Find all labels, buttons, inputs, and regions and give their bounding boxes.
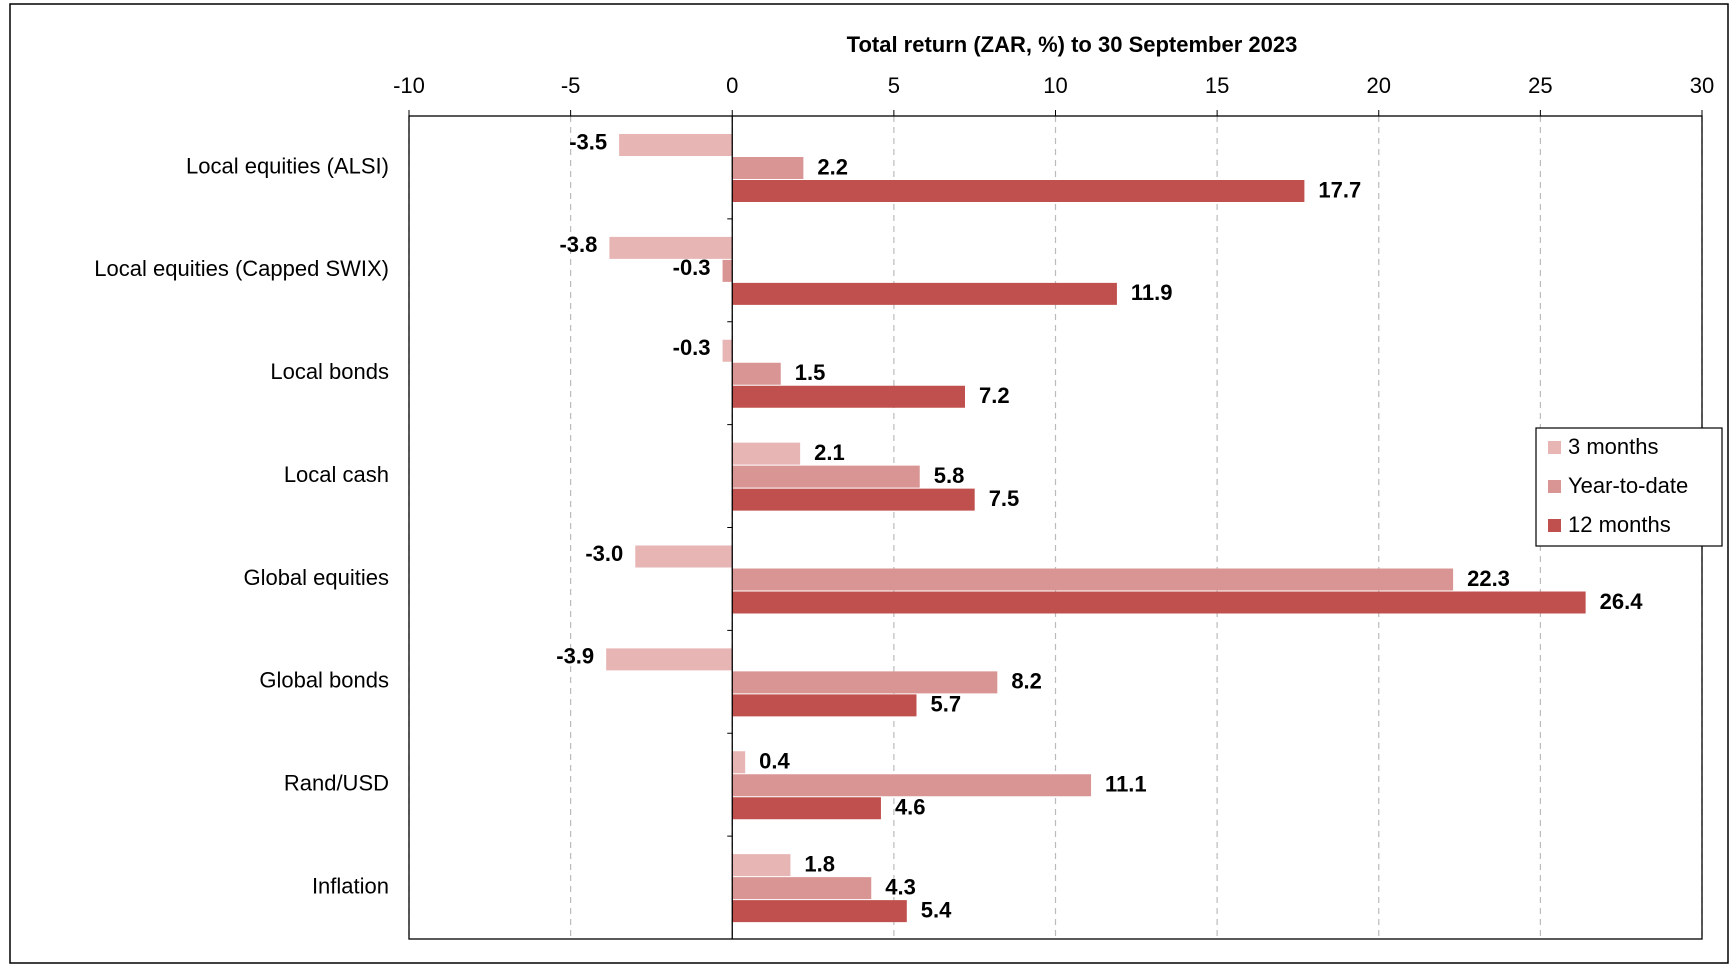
x-tick-label: -10: [393, 73, 425, 98]
bar: [732, 465, 920, 488]
bar: [732, 877, 872, 900]
legend-swatch: [1548, 480, 1561, 493]
legend-label: 3 months: [1568, 434, 1659, 459]
data-label: 1.5: [795, 360, 826, 385]
y-tick-label: Rand/USD: [284, 771, 389, 796]
bar: [722, 339, 733, 362]
legend-label: Year-to-date: [1568, 473, 1688, 498]
x-tick-label: 10: [1043, 73, 1067, 98]
bar: [732, 157, 804, 179]
bar: [732, 362, 781, 385]
x-tick-label: 0: [726, 73, 738, 98]
data-label: 17.7: [1318, 177, 1361, 202]
data-label: -0.3: [673, 255, 711, 280]
y-tick-label: Global equities: [243, 565, 389, 590]
legend-swatch: [1548, 441, 1561, 454]
bar: [732, 385, 965, 408]
bar: [732, 671, 998, 694]
data-label: 8.2: [1011, 669, 1042, 694]
y-tick-label: Local equities (Capped SWIX): [94, 256, 389, 281]
bar: [732, 591, 1586, 614]
bar: [732, 774, 1092, 797]
data-label: 0.4: [759, 749, 790, 774]
bar: [609, 236, 733, 259]
x-tick-label: 25: [1528, 73, 1552, 98]
x-tick-label: 20: [1367, 73, 1391, 98]
bar: [732, 442, 801, 465]
chart-title: Total return (ZAR, %) to 30 September 20…: [847, 32, 1298, 57]
data-label: 5.8: [934, 463, 965, 488]
data-label: 22.3: [1467, 566, 1510, 591]
data-label: 26.4: [1600, 589, 1644, 614]
data-label: -3.5: [569, 129, 607, 154]
bar: [732, 488, 975, 511]
y-tick-label: Local equities (ALSI): [186, 153, 389, 178]
data-label: 4.6: [895, 795, 926, 820]
data-label: 2.2: [817, 154, 848, 179]
bar: [732, 854, 791, 877]
bar: [732, 694, 917, 717]
data-label: 11.9: [1131, 280, 1173, 305]
y-tick-label: Inflation: [312, 873, 389, 898]
bar: [732, 751, 746, 774]
x-tick-label: 15: [1205, 73, 1229, 98]
bar: [732, 900, 907, 923]
y-tick-label: Local bonds: [270, 359, 389, 384]
bar: [619, 134, 733, 156]
legend-label: 12 months: [1568, 512, 1671, 537]
data-label: 7.5: [989, 486, 1020, 511]
bar: [732, 797, 881, 820]
x-tick-label: 30: [1690, 73, 1714, 98]
bar: [635, 545, 733, 568]
data-label: -0.3: [673, 335, 711, 360]
data-label: 11.1: [1105, 772, 1147, 797]
legend-swatch: [1548, 519, 1561, 532]
bar: [732, 568, 1454, 591]
x-tick-label: 5: [888, 73, 900, 98]
data-label: -3.9: [556, 644, 594, 669]
data-label: -3.8: [559, 232, 597, 257]
x-tick-label: -5: [561, 73, 581, 98]
bar: [606, 648, 733, 671]
data-label: 1.8: [804, 851, 835, 876]
bar: [722, 259, 733, 282]
data-label: 2.1: [814, 440, 845, 465]
data-label: 5.4: [921, 897, 952, 922]
y-tick-label: Global bonds: [259, 668, 389, 693]
data-label: 7.2: [979, 383, 1010, 408]
data-label: -3.0: [585, 541, 623, 566]
data-label: 5.7: [931, 692, 962, 717]
data-label: 4.3: [885, 874, 916, 899]
bar: [732, 282, 1117, 305]
y-tick-label: Local cash: [284, 462, 389, 487]
bar: [732, 180, 1305, 202]
legend-box: [1535, 427, 1723, 547]
